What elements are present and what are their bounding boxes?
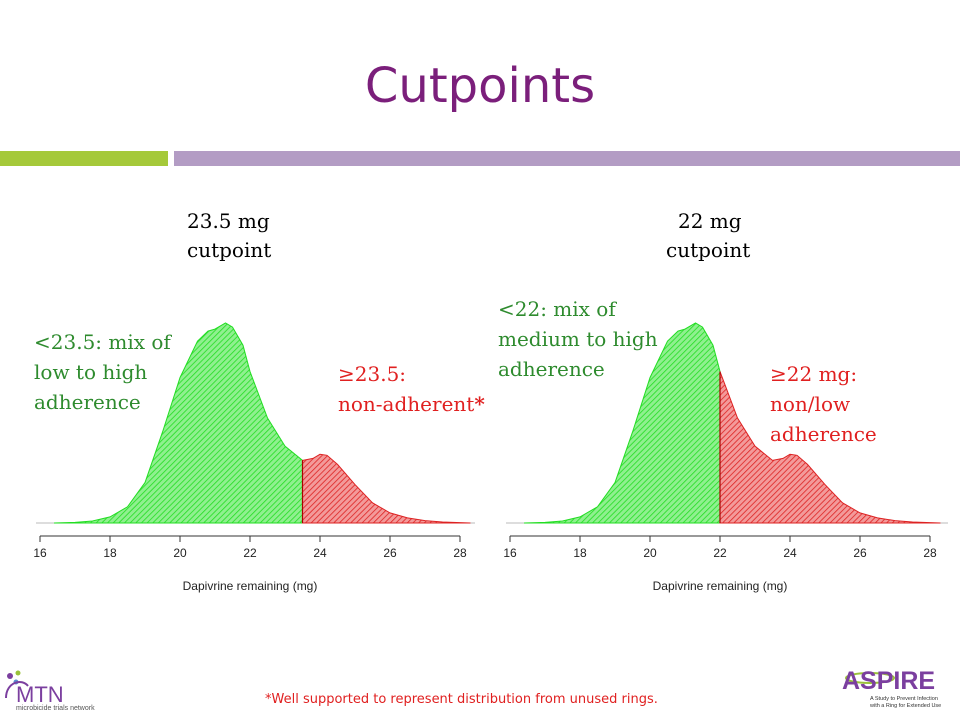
aspire-logo: ASPIRE A Study to Prevent Infection with… (842, 667, 941, 709)
x-tick-label: 28 (923, 546, 937, 560)
x-tick-label: 18 (573, 546, 587, 560)
left-red-label-line1: ≥23.5: (338, 362, 407, 386)
aspire-logo-sub2: with a Ring for Extended Use (869, 703, 941, 709)
mtn-logo-subtext: microbicide trials network (16, 705, 95, 712)
density-chart-left: 16 18 20 22 24 26 28 Dapivrine remaining (mg) (33, 322, 475, 593)
left-green-label-line2: low to high (34, 360, 148, 384)
x-tick-label: 28 (453, 546, 467, 560)
slide-title: Cutpoints (364, 58, 596, 114)
title-underline-green (0, 151, 168, 166)
mtn-logo-text: MTN (16, 682, 64, 707)
x-axis-title: Dapivrine remaining (mg) (653, 579, 788, 593)
left-cutpoint-label-line2: cutpoint (187, 238, 272, 262)
density-area-below-cutpoint (53, 322, 303, 524)
x-axis-title: Dapivrine remaining (mg) (183, 579, 318, 593)
right-cutpoint-label-line1: 22 mg (678, 209, 742, 233)
left-cutpoint-label-line1: 23.5 mg (187, 209, 270, 233)
x-tick-label: 20 (173, 546, 187, 560)
x-tick-label: 22 (713, 546, 727, 560)
x-tick-label: 24 (783, 546, 797, 560)
x-tick-label: 18 (103, 546, 117, 560)
aspire-logo-text: ASPIRE (842, 667, 935, 695)
right-red-label-line3: adherence (770, 422, 877, 446)
left-green-label-line3: adherence (34, 390, 141, 414)
x-tick-label: 22 (243, 546, 257, 560)
left-green-label-line1: <23.5: mix of (34, 330, 171, 354)
density-area-above-cutpoint (719, 371, 941, 524)
density-chart-right: 16 18 20 22 24 26 28 Dapivrine remaining (mg) (503, 322, 948, 593)
left-red-label-star: * (474, 392, 485, 416)
right-red-label-line2: non/low (770, 392, 851, 416)
title-underline-purple (174, 151, 960, 166)
right-green-label-line1: <22: mix of (498, 297, 616, 321)
density-area-below-cutpoint (523, 322, 721, 524)
left-red-label-line2: non-adherent* (338, 389, 485, 419)
aspire-logo-sub1: A Study to Prevent Infection (870, 696, 938, 702)
right-green-label-line2: medium to high (498, 327, 658, 351)
x-tick-label: 26 (383, 546, 397, 560)
x-tick-label: 16 (503, 546, 517, 560)
x-tick-label: 24 (313, 546, 327, 560)
right-green-label-line3: adherence (498, 357, 605, 381)
footnote: *Well supported to represent distributio… (265, 692, 658, 707)
left-red-label-text: non-adherent (338, 392, 475, 416)
x-tick-label: 26 (853, 546, 867, 560)
right-cutpoint-label-line2: cutpoint (666, 238, 751, 262)
density-area-above-cutpoint (302, 453, 471, 524)
mtn-logo: MTN microbicide trials network (5, 670, 95, 712)
right-red-label-line1: ≥22 mg: (770, 362, 858, 386)
x-tick-label: 16 (33, 546, 47, 560)
x-tick-label: 20 (643, 546, 657, 560)
